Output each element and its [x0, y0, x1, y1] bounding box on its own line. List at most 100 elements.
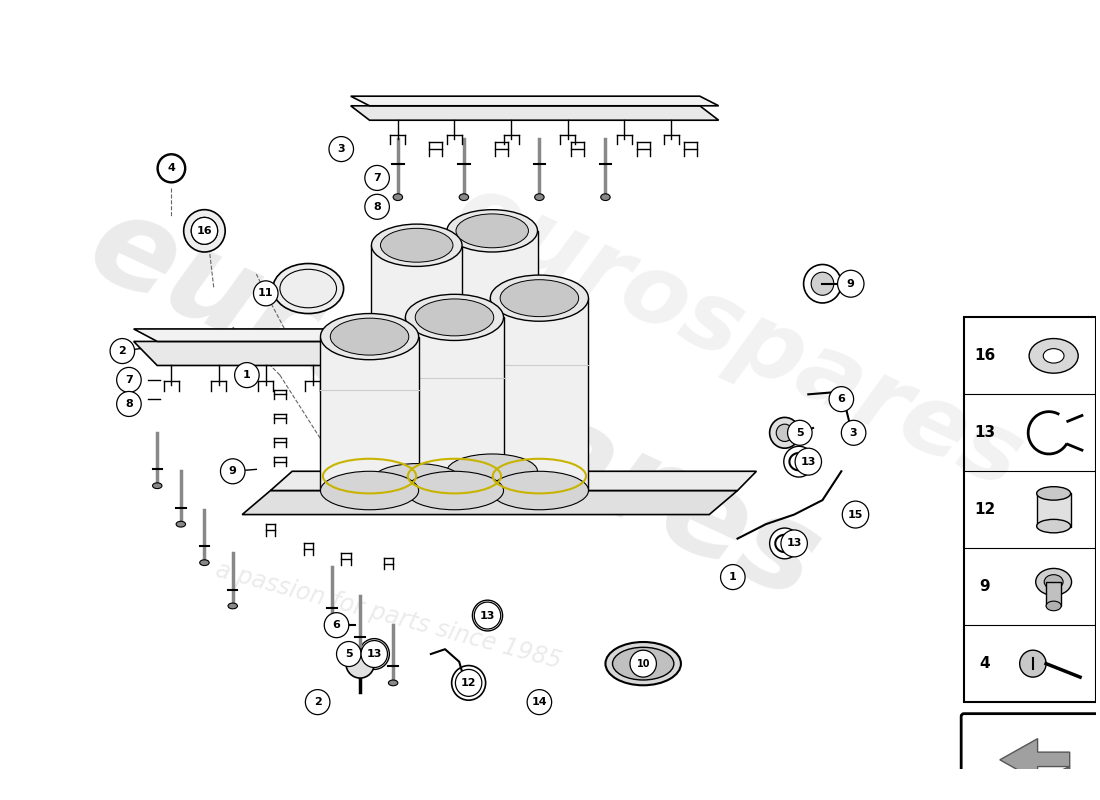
Circle shape [770, 418, 800, 448]
Circle shape [527, 690, 552, 714]
Ellipse shape [153, 483, 162, 489]
Ellipse shape [535, 194, 544, 201]
Polygon shape [491, 298, 588, 490]
Text: 6: 6 [332, 620, 341, 630]
Ellipse shape [393, 194, 403, 201]
Text: 13: 13 [801, 457, 816, 466]
Ellipse shape [605, 642, 681, 686]
Circle shape [452, 666, 485, 700]
Text: 14: 14 [531, 697, 547, 707]
Circle shape [361, 641, 387, 667]
Text: 9: 9 [847, 278, 855, 289]
Circle shape [220, 458, 245, 484]
Ellipse shape [381, 228, 453, 262]
Polygon shape [351, 106, 718, 120]
Polygon shape [242, 490, 737, 514]
Ellipse shape [327, 622, 337, 628]
Circle shape [829, 386, 854, 412]
Circle shape [777, 424, 793, 442]
Ellipse shape [273, 263, 343, 314]
Circle shape [117, 391, 141, 417]
Circle shape [630, 650, 657, 677]
Text: 7: 7 [373, 173, 381, 183]
Circle shape [365, 194, 389, 219]
Circle shape [472, 600, 503, 631]
Bar [964, 318, 1096, 702]
Text: 9: 9 [979, 579, 990, 594]
Ellipse shape [157, 154, 186, 182]
Ellipse shape [355, 651, 365, 657]
Text: 1: 1 [729, 572, 737, 582]
Circle shape [365, 166, 389, 190]
Ellipse shape [500, 280, 579, 317]
Ellipse shape [163, 160, 180, 177]
Ellipse shape [456, 214, 528, 248]
Circle shape [253, 281, 278, 306]
Polygon shape [579, 298, 588, 500]
Ellipse shape [1030, 338, 1078, 373]
Circle shape [720, 565, 745, 590]
Ellipse shape [415, 299, 494, 336]
Text: a passion for parts since 1985: a passion for parts since 1985 [213, 558, 564, 674]
Ellipse shape [491, 275, 588, 322]
Polygon shape [320, 337, 419, 490]
Bar [1036, 494, 1070, 527]
Circle shape [455, 670, 482, 696]
Circle shape [788, 420, 812, 446]
Text: 16: 16 [197, 226, 212, 236]
Ellipse shape [330, 318, 409, 355]
Ellipse shape [491, 471, 588, 510]
Ellipse shape [372, 463, 462, 498]
Circle shape [1020, 650, 1046, 677]
Polygon shape [494, 318, 504, 500]
Ellipse shape [200, 560, 209, 566]
Text: 2: 2 [314, 697, 321, 707]
Circle shape [158, 155, 185, 182]
Ellipse shape [372, 224, 462, 266]
Polygon shape [453, 246, 462, 490]
Text: 8: 8 [373, 202, 381, 212]
Text: 7: 7 [125, 375, 133, 385]
Text: eurospares: eurospares [70, 182, 838, 626]
Ellipse shape [184, 210, 226, 252]
Text: 12: 12 [975, 502, 996, 518]
Text: 9: 9 [229, 466, 236, 476]
FancyBboxPatch shape [961, 714, 1099, 800]
Polygon shape [134, 342, 403, 366]
Text: 4: 4 [979, 656, 990, 671]
Text: 5: 5 [345, 649, 353, 659]
Text: 16: 16 [975, 348, 996, 363]
Circle shape [474, 602, 500, 629]
Text: 12: 12 [461, 678, 476, 688]
Text: 10: 10 [637, 658, 650, 669]
Text: 3: 3 [850, 428, 857, 438]
Circle shape [329, 137, 353, 162]
Polygon shape [1000, 738, 1069, 781]
Circle shape [110, 338, 134, 363]
Bar [1046, 582, 1062, 606]
Circle shape [784, 446, 814, 477]
Ellipse shape [1043, 349, 1064, 363]
Text: 1: 1 [243, 370, 251, 380]
Text: 13: 13 [786, 538, 802, 549]
Circle shape [324, 613, 349, 638]
Polygon shape [528, 231, 538, 480]
Ellipse shape [447, 210, 538, 252]
Circle shape [837, 270, 864, 297]
Ellipse shape [1046, 601, 1062, 610]
Text: 133 03: 133 03 [996, 787, 1065, 800]
Text: 15: 15 [848, 510, 864, 519]
Text: 8: 8 [125, 399, 133, 409]
Circle shape [234, 362, 260, 388]
Ellipse shape [176, 522, 186, 527]
Text: 11: 11 [258, 288, 274, 298]
Ellipse shape [406, 471, 504, 510]
Ellipse shape [406, 294, 504, 341]
Ellipse shape [228, 603, 238, 609]
Ellipse shape [1044, 574, 1063, 589]
Text: 3: 3 [338, 144, 345, 154]
Polygon shape [447, 231, 538, 471]
Circle shape [337, 642, 361, 666]
Circle shape [770, 528, 800, 559]
Text: 13: 13 [366, 649, 382, 659]
